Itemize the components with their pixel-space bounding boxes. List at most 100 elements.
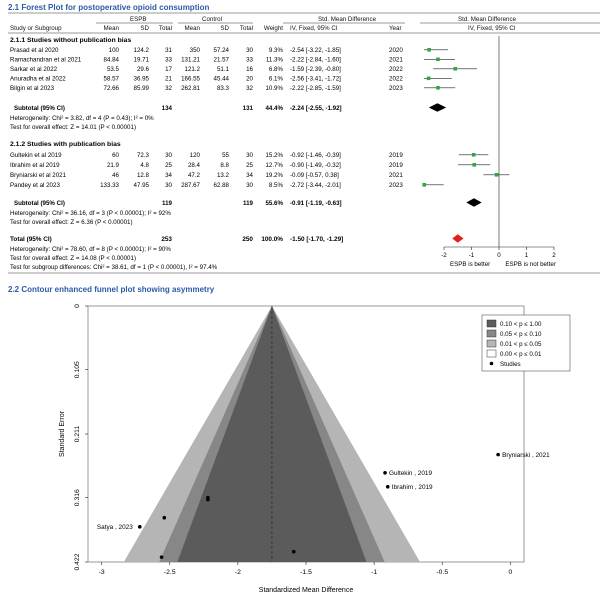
subtotal1-ci: -2.24 [-2.55, -1.92] xyxy=(290,105,342,112)
study-row: Bilgin et al 2023 72.66 85.99 32 262.81 83.3 3… xyxy=(10,85,403,92)
subtotal1-n2: 131 xyxy=(243,105,254,112)
header-mean: Mean xyxy=(104,25,120,32)
legend-label: 0.10 < p ≤ 1.00 xyxy=(500,321,542,328)
espb-sd: 47.95 xyxy=(134,182,150,189)
espb-sd: 36.95 xyxy=(134,76,150,83)
subtotal2-n2: 119 xyxy=(243,200,254,207)
header-method-right: IV, Fixed, 95% CI xyxy=(468,25,516,32)
study-name: Bryniarski et al 2021 xyxy=(10,172,67,179)
espb-mean: 60 xyxy=(112,152,119,159)
header-espb: ESPB xyxy=(130,16,147,23)
subtotal1-n1: 134 xyxy=(162,105,173,112)
legend-label: 0.01 < p ≤ 0.05 xyxy=(500,341,542,348)
study-effect-box xyxy=(426,76,431,81)
subtotal1-label: Subtotal (95% CI) xyxy=(14,105,65,112)
control-total: 33 xyxy=(246,57,253,64)
espb-total: 32 xyxy=(165,85,172,92)
study-point xyxy=(162,515,167,520)
study-ci: -0.92 [-1.46, -0.39] xyxy=(290,152,341,159)
study-weight: 6.1% xyxy=(269,76,284,83)
forest-tick-label: 1 xyxy=(525,252,529,259)
study-name: Anuradha et al 2022 xyxy=(10,76,66,83)
study-weight: 19.2% xyxy=(265,172,283,179)
control-sd: 57.24 xyxy=(214,47,230,54)
control-total: 30 xyxy=(246,182,253,189)
control-total: 30 xyxy=(246,47,253,54)
study-ci: -0.90 [-1.49, -0.32] xyxy=(290,162,341,169)
total-heterogeneity: Heterogeneity: Chi² = 78.60, df = 8 (P <… xyxy=(10,246,171,253)
header-study: Study or Subgroup xyxy=(10,25,62,32)
study-year: 2023 xyxy=(389,85,403,92)
study-weight: 12.7% xyxy=(265,162,283,169)
total-weight: 100.0% xyxy=(261,236,283,243)
subgroup1-overall-effect: Test for overall effect: Z = 14.01 (P < … xyxy=(10,124,136,131)
subgroup2-title: 2.1.2 Studies with publication bias xyxy=(10,141,121,148)
funnel-plot-title: 2.2 Contour enhanced funnel plot showing… xyxy=(8,285,215,294)
control-sd: 21.57 xyxy=(214,57,230,64)
study-name: Pandey et al 2023 xyxy=(10,182,60,189)
subtotal2-n1: 119 xyxy=(162,200,173,207)
study-point xyxy=(159,555,164,559)
espb-sd: 29.6 xyxy=(137,66,150,73)
study-point-label: Ibrahim , 2019 xyxy=(392,484,433,491)
espb-total: 31 xyxy=(165,47,172,54)
control-sd: 55 xyxy=(222,152,229,159)
total-label: Total (95% CI) xyxy=(10,236,52,243)
control-mean: 47.2 xyxy=(188,172,201,179)
control-sd: 62.88 xyxy=(214,182,230,189)
total-n2: 250 xyxy=(242,236,253,243)
study-point xyxy=(291,549,296,554)
study-point-label: Gultekin , 2019 xyxy=(389,470,432,477)
control-total: 32 xyxy=(246,85,253,92)
forest-tick-label: -2 xyxy=(441,252,447,259)
subtotal1-weight: 44.4% xyxy=(265,105,283,112)
study-point xyxy=(496,452,500,457)
espb-total: 30 xyxy=(165,182,172,189)
study-name: Ibrahim et al 2019 xyxy=(10,162,60,169)
header-sd-control: SD xyxy=(220,25,229,32)
legend-swatch xyxy=(486,349,497,358)
subtotal2-label: Subtotal (95% CI) xyxy=(14,200,65,207)
funnel-x-tick-label: -2.5 xyxy=(164,569,176,576)
espb-mean: 133.33 xyxy=(100,182,119,189)
espb-mean: 72.66 xyxy=(104,85,120,92)
control-total: 20 xyxy=(246,76,253,83)
favours-espb-label: ESPB is better xyxy=(450,261,490,268)
study-point xyxy=(206,497,210,502)
study-year: 2019 xyxy=(389,162,403,169)
total-n1: 253 xyxy=(161,236,172,243)
subgroup2-heterogeneity: Heterogeneity: Chi² = 36.16, df = 3 (P <… xyxy=(10,210,171,217)
study-point-label: Bryniarski , 2021 xyxy=(502,452,550,459)
study-effect-box xyxy=(494,173,499,177)
study-row: Ibrahim et al 2019 21.9 4.8 25 28.4 8.8 25 12.7… xyxy=(10,162,403,169)
header-mean-control: Mean xyxy=(185,25,201,32)
study-effect-box xyxy=(471,153,476,157)
espb-total: 17 xyxy=(165,66,172,73)
study-weight: 6.8% xyxy=(269,66,284,73)
funnel-y-tick-label: 0.211 xyxy=(74,426,81,443)
study-name: Prasad et al 2020 xyxy=(10,47,59,54)
espb-sd: 72.3 xyxy=(137,152,150,159)
study-weight: 8.5% xyxy=(269,182,284,189)
subgroup-differences: Test for subgroup differences: Chi² = 38… xyxy=(10,264,218,271)
funnel-legend xyxy=(481,314,571,372)
study-point-label: Satya , 2023 xyxy=(97,524,133,531)
legend-label: 0.05 < p ≤ 0.10 xyxy=(500,331,542,338)
espb-mean: 58.57 xyxy=(104,76,120,83)
header-smd: Std. Mean Difference xyxy=(318,16,377,23)
study-point xyxy=(137,525,142,529)
study-name: Ramachandran et al 2021 xyxy=(10,57,82,64)
espb-sd: 4.8 xyxy=(140,162,149,169)
study-row: Prasad et al 2020 100 124.2 31 350 57.24 30 9.3… xyxy=(10,47,403,54)
study-weight: 15.2% xyxy=(265,152,283,159)
study-row: Bryniarski et al 2021 46 12.8 34 47.2 13.2 34 1… xyxy=(10,172,403,179)
espb-mean: 21.9 xyxy=(107,162,120,169)
study-row: Sarkar et al 2022 53.5 29.6 17 121.2 51.1 16 6.… xyxy=(10,66,403,73)
espb-mean: 100 xyxy=(109,47,120,54)
study-ci: -2.56 [-3.41, -1.72] xyxy=(290,76,341,83)
legend-swatch xyxy=(486,339,497,348)
funnel-x-tick-label: -2 xyxy=(235,569,241,576)
study-year: 2020 xyxy=(389,47,403,54)
header-total-control: Total xyxy=(240,25,253,32)
study-year: 2022 xyxy=(389,76,403,83)
